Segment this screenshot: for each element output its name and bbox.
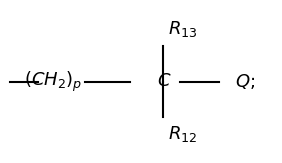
Text: $Q;$: $Q;$ xyxy=(235,72,255,91)
Text: $R_{12}$: $R_{12}$ xyxy=(168,124,197,144)
Text: $C$: $C$ xyxy=(157,73,172,90)
Text: $R_{13}$: $R_{13}$ xyxy=(168,19,197,39)
Text: $(CH_2)_p$: $(CH_2)_p$ xyxy=(24,69,82,94)
